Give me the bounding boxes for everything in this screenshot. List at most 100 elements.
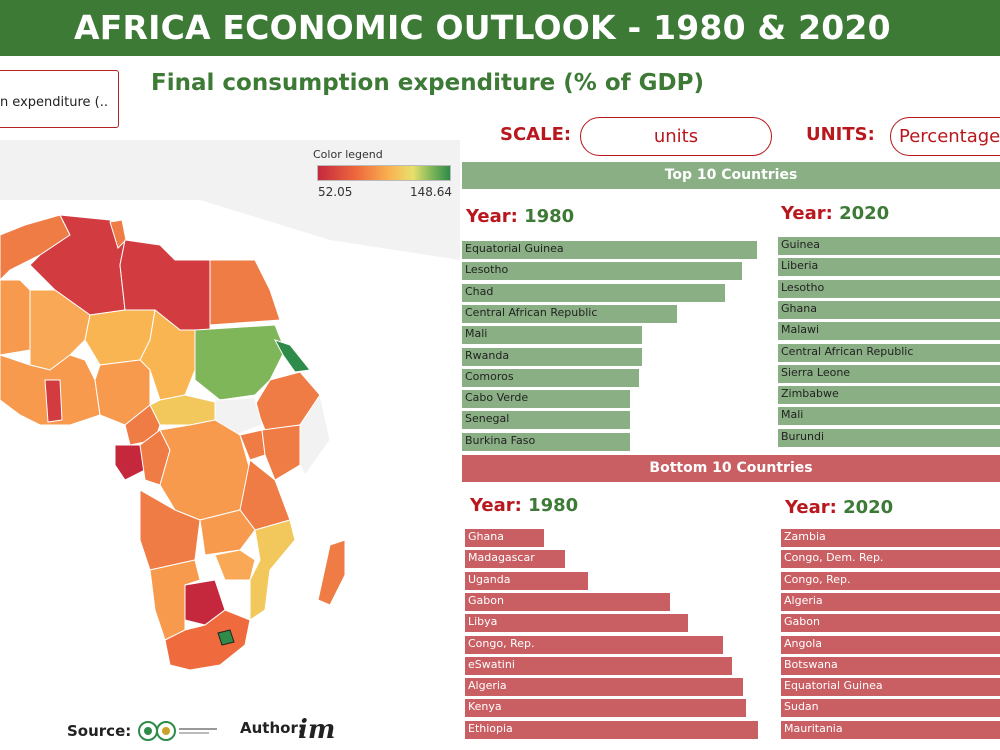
bar xyxy=(781,699,1000,718)
units-selector[interactable]: Percentage xyxy=(890,117,1000,156)
source-label: Source: xyxy=(67,722,132,740)
country-label: Botswana xyxy=(784,657,838,671)
country-label: Comoros xyxy=(465,369,514,383)
bar xyxy=(465,635,723,654)
country-south-africa xyxy=(164,609,251,671)
country-label: Ghana xyxy=(468,530,504,543)
bar-row[interactable]: Burundi xyxy=(778,428,1000,447)
country-somalia xyxy=(299,393,331,476)
bar-row[interactable]: Lesotho xyxy=(778,279,1000,298)
bar xyxy=(781,656,1000,675)
bar-row[interactable]: Central African Republic xyxy=(778,343,1000,362)
bar xyxy=(778,300,1000,319)
bar-row[interactable]: Gabon xyxy=(781,614,1000,633)
bar xyxy=(462,326,642,345)
legend-max-value: 148.64 xyxy=(410,185,452,199)
bar-row[interactable]: Comoros xyxy=(462,368,757,387)
bar-row[interactable]: Malawi xyxy=(778,322,1000,341)
bar xyxy=(778,386,1000,405)
bar xyxy=(781,614,1000,633)
bar-row[interactable]: Central African Republic xyxy=(462,304,757,323)
measure-dropdown[interactable]: n expenditure (.. xyxy=(0,70,119,128)
bar xyxy=(462,262,743,281)
country-drc xyxy=(159,419,251,521)
country-label: Libya xyxy=(468,615,498,629)
bar-row[interactable]: Mauritania xyxy=(781,720,1000,739)
country-label: eSwatini xyxy=(468,657,515,671)
bar-row[interactable]: Libya xyxy=(465,614,758,633)
year-label-text: Year: xyxy=(470,495,522,516)
bar-row[interactable]: Angola xyxy=(781,635,1000,654)
bar-row[interactable]: Congo, Rep. xyxy=(465,635,758,654)
bar-row[interactable]: Gabon xyxy=(465,592,758,611)
bar xyxy=(462,432,631,451)
bar-row[interactable]: Ghana xyxy=(778,300,1000,319)
bar-row[interactable]: Uganda xyxy=(465,571,758,590)
author-label: Author: xyxy=(240,719,304,737)
bar xyxy=(781,720,1000,739)
bar-row[interactable]: Sudan xyxy=(781,699,1000,718)
country-sudan xyxy=(194,324,286,401)
bar-row[interactable]: Chad xyxy=(462,283,757,302)
country-label: Kenya xyxy=(468,700,502,714)
country-label: Zimbabwe xyxy=(781,387,839,401)
bar-row[interactable]: Liberia xyxy=(778,258,1000,277)
bar-row[interactable]: Equatorial Guinea xyxy=(781,678,1000,697)
bar-row[interactable]: Sierra Leone xyxy=(778,364,1000,383)
year-label-text: Year: xyxy=(785,497,837,518)
country-madagascar xyxy=(317,539,346,606)
bar-row[interactable]: Congo, Rep. xyxy=(781,571,1000,590)
bar-row[interactable]: Senegal xyxy=(462,411,757,430)
country-label: Madagascar xyxy=(468,551,535,565)
bar xyxy=(462,304,678,323)
bar xyxy=(781,529,1000,547)
year-value: 2020 xyxy=(843,497,894,518)
country-gabon xyxy=(114,444,146,481)
bar-row[interactable]: Algeria xyxy=(465,678,758,697)
country-label: Congo, Rep. xyxy=(468,636,535,650)
bar-row[interactable]: Ethiopia xyxy=(465,720,758,739)
top-year-label-right: Year: 2020 xyxy=(781,203,889,224)
bar xyxy=(778,407,1000,426)
bar-row[interactable]: Zimbabwe xyxy=(778,386,1000,405)
bar-row[interactable]: eSwatini xyxy=(465,656,758,675)
bar xyxy=(465,571,589,590)
bottom-10-banner: Bottom 10 Countries xyxy=(462,455,1000,482)
bar-row[interactable]: Algeria xyxy=(781,592,1000,611)
country-label: Sudan xyxy=(784,700,819,714)
country-label: Zambia xyxy=(784,530,826,543)
bar xyxy=(465,699,747,718)
measure-dropdown-value: n expenditure (.. xyxy=(0,95,108,110)
bar-row[interactable]: Mali xyxy=(778,407,1000,426)
bar-row[interactable]: Burkina Faso xyxy=(462,432,757,451)
country-label: Angola xyxy=(784,636,823,650)
bar-row[interactable]: Zambia xyxy=(781,529,1000,547)
top-year-label-left: Year: 1980 xyxy=(466,206,574,227)
bar-row[interactable]: Kenya xyxy=(465,699,758,718)
bar xyxy=(465,656,732,675)
bar-row[interactable]: Ghana xyxy=(465,529,758,547)
bar xyxy=(781,678,1000,697)
bar-row[interactable]: Mali xyxy=(462,326,757,345)
scale-selector[interactable]: units xyxy=(580,117,772,156)
country-label: Equatorial Guinea xyxy=(465,242,564,255)
country-label: Gabon xyxy=(468,593,504,607)
bar-row[interactable]: Rwanda xyxy=(462,347,757,366)
color-legend-bar xyxy=(317,165,451,181)
bottom-year-label-right: Year: 2020 xyxy=(785,497,893,518)
bar xyxy=(465,614,688,633)
bar xyxy=(465,529,545,547)
bar xyxy=(778,279,1000,298)
bar-row[interactable]: Botswana xyxy=(781,656,1000,675)
country-car xyxy=(149,394,216,426)
bottom-10-2020-chart: Zambia Congo, Dem. Rep. Congo, Rep. Algeria… xyxy=(781,529,1000,741)
afdb-logo xyxy=(138,721,217,741)
bar-row[interactable]: Congo, Dem. Rep. xyxy=(781,550,1000,569)
bar-row[interactable]: Madagascar xyxy=(465,550,758,569)
bar-row[interactable]: Equatorial Guinea xyxy=(462,241,757,259)
bar-row[interactable]: Guinea xyxy=(778,237,1000,255)
bar-row[interactable]: Cabo Verde xyxy=(462,390,757,409)
bar-row[interactable]: Lesotho xyxy=(462,262,757,281)
africa-choropleth-map[interactable] xyxy=(0,140,460,710)
legend-title: Color legend xyxy=(313,148,383,161)
